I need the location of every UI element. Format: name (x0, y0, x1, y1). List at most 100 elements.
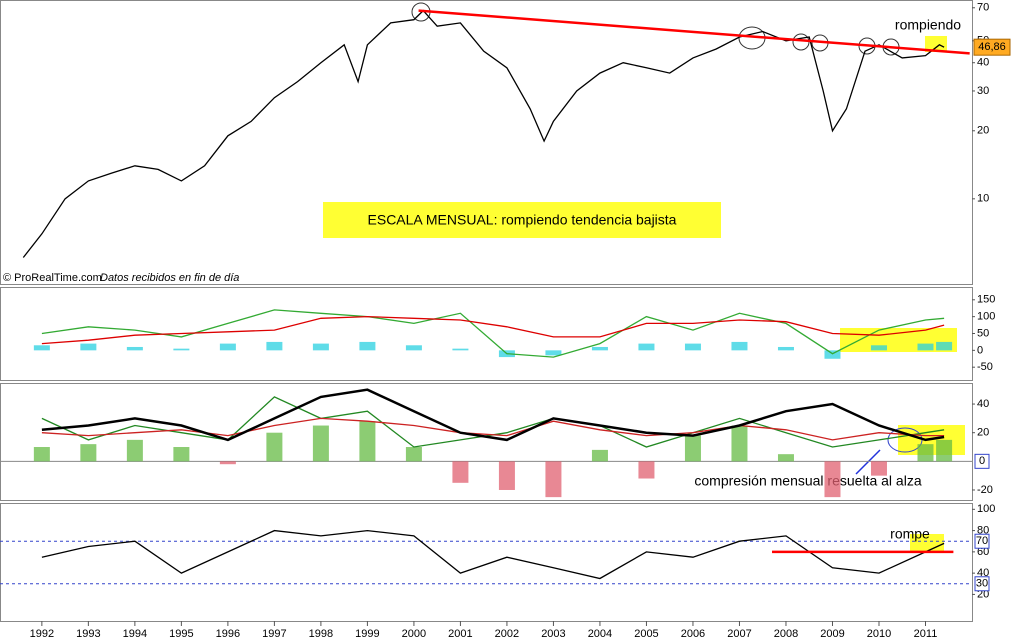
bar (452, 348, 469, 351)
bar (917, 343, 934, 351)
y-tick-label: 150 (977, 294, 995, 306)
bar (545, 350, 562, 356)
y-tick-label: 20 (977, 125, 989, 137)
bar (359, 421, 376, 462)
y-tick-label: 50 (977, 327, 989, 339)
bar (33, 345, 50, 351)
bar (684, 435, 701, 462)
bar (126, 439, 143, 462)
y-tick-label: 20 (977, 427, 989, 439)
x-tick-label: 1992 (30, 628, 54, 640)
y-tick-label: 100 (977, 503, 995, 515)
bar (638, 343, 655, 351)
bar (266, 432, 283, 462)
bar (312, 425, 329, 462)
bar (777, 454, 794, 462)
source-note: Datos recibidos en fin de día (100, 272, 239, 284)
line (41, 417, 945, 441)
bar (312, 343, 329, 351)
x-tick-label: 1993 (76, 628, 100, 640)
bar (173, 447, 190, 462)
y-tick-label: -50 (977, 361, 993, 373)
bar (917, 444, 934, 462)
annotation-box (323, 202, 721, 238)
x-tick-label: 2007 (727, 628, 751, 640)
bar (173, 348, 190, 351)
annotation: rompiendo (895, 17, 961, 33)
trend-line (418, 9, 970, 55)
x-tick-label: 1995 (169, 628, 193, 640)
line (41, 396, 945, 448)
level-box (974, 453, 990, 469)
annotation: compresión mensual resuelta al alza (694, 473, 921, 489)
bar (80, 343, 97, 351)
bar (80, 444, 97, 462)
bar (936, 341, 953, 351)
level-label: 30 (976, 578, 988, 590)
y-tick-label: 0 (977, 344, 983, 356)
panel-frame (0, 503, 973, 622)
x-tick-label: 2005 (634, 628, 658, 640)
y-tick-label: 100 (977, 311, 995, 323)
bar (33, 447, 50, 462)
x-tick-label: 1994 (123, 628, 147, 640)
bar (452, 461, 469, 483)
x-tick-label: 2006 (681, 628, 705, 640)
x-tick-label: 2000 (402, 628, 426, 640)
y-tick-label: 80 (977, 524, 989, 536)
x-tick-label: 2003 (541, 628, 565, 640)
x-tick-label: 1999 (355, 628, 379, 640)
line (41, 529, 945, 580)
bar (359, 341, 376, 351)
annotation: rompe (890, 526, 930, 542)
bar (731, 341, 748, 351)
bar (126, 346, 143, 351)
x-tick-label: 1996 (216, 628, 240, 640)
level-box (974, 576, 990, 592)
bar (684, 343, 701, 351)
x-tick-label: 2009 (820, 628, 844, 640)
line (22, 9, 945, 258)
bar (777, 346, 794, 351)
level-label: 70 (976, 535, 988, 547)
x-tick-label: 2010 (867, 628, 891, 640)
annotation: ESCALA MENSUAL: rompiendo tendencia baji… (368, 212, 677, 228)
x-tick-label: 1997 (262, 628, 286, 640)
x-tick-label: 2001 (448, 628, 472, 640)
line (41, 315, 945, 345)
bar (591, 449, 608, 462)
level-box (974, 533, 990, 549)
y-tick-label: 20 (977, 588, 989, 600)
level-label: 0 (979, 455, 985, 467)
bar (591, 346, 608, 351)
source: © ProRealTime.com (3, 272, 102, 284)
x-tick-label: 2008 (774, 628, 798, 640)
panel-frame (0, 287, 973, 381)
bar (498, 461, 515, 490)
y-tick-label: 40 (977, 567, 989, 579)
bar (266, 341, 283, 351)
bar (219, 461, 236, 465)
y-tick-label: 70 (977, 2, 989, 14)
last-value-box (973, 38, 1011, 56)
line (41, 388, 945, 442)
y-tick-label: 60 (977, 546, 989, 558)
y-tick-label: -20 (977, 484, 993, 496)
arrow (855, 449, 881, 475)
bar (936, 439, 953, 462)
bar (824, 461, 841, 498)
bar (405, 345, 422, 351)
x-tick-label: 2011 (914, 628, 938, 640)
bar (731, 425, 748, 462)
y-tick-label: 10 (977, 193, 989, 205)
last-value-label: 46,86 (978, 41, 1006, 53)
bar (405, 447, 422, 462)
x-tick-label: 1998 (309, 628, 333, 640)
bar (870, 461, 887, 476)
bar (870, 345, 887, 351)
highlight (925, 36, 947, 52)
panel-frame (0, 383, 973, 501)
x-tick-label: 2002 (495, 628, 519, 640)
